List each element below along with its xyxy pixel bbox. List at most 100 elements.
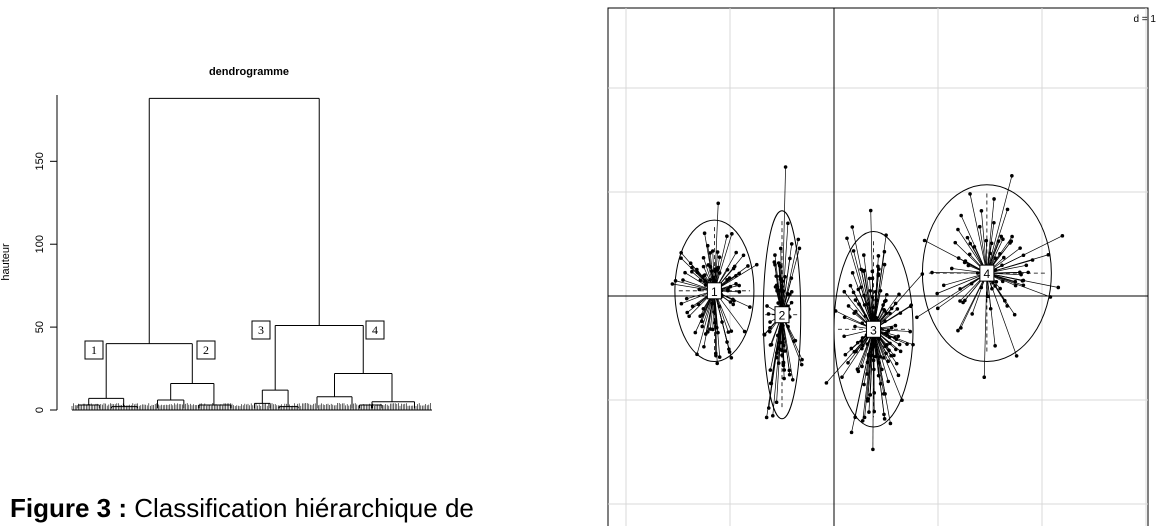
data-point [959, 326, 963, 330]
data-point [883, 319, 887, 323]
cluster-spoke [714, 290, 730, 350]
data-point [1046, 252, 1051, 257]
data-point [699, 319, 704, 324]
data-point [768, 368, 773, 372]
data-point [853, 309, 858, 314]
y-tick-label: 150 [34, 152, 46, 170]
data-point [788, 256, 792, 261]
data-point [778, 340, 783, 345]
data-point [730, 232, 734, 236]
data-point [714, 353, 718, 358]
data-point [715, 361, 720, 366]
data-point [967, 252, 972, 257]
data-point [762, 333, 767, 337]
y-tick-label: 100 [34, 235, 46, 253]
data-point [856, 369, 861, 374]
data-point [780, 353, 784, 357]
y-axis-label: hauteur [0, 243, 12, 281]
data-point [885, 343, 889, 347]
data-point [772, 260, 777, 264]
data-point [717, 304, 722, 309]
data-point [866, 302, 871, 306]
data-point [965, 235, 970, 240]
data-point [972, 244, 977, 249]
data-point [860, 336, 865, 340]
data-point [871, 358, 876, 363]
data-point [1030, 258, 1035, 262]
data-point [893, 323, 898, 328]
data-point [705, 243, 710, 248]
data-point [855, 340, 860, 345]
data-point [853, 324, 857, 329]
data-point [679, 256, 683, 260]
data-point [882, 249, 887, 254]
data-point [851, 249, 856, 253]
cluster-center-label: 4 [984, 267, 991, 281]
data-point [785, 291, 790, 296]
data-point [888, 421, 893, 426]
data-point [799, 362, 804, 367]
cluster-spoke [781, 223, 789, 315]
data-point [878, 354, 883, 359]
data-point [850, 271, 855, 275]
data-point [894, 347, 898, 352]
data-point [993, 256, 998, 260]
data-point [766, 312, 771, 316]
data-points [670, 165, 1065, 452]
data-point [734, 274, 738, 278]
data-point [871, 345, 875, 349]
data-point [715, 250, 720, 254]
data-point [977, 224, 982, 229]
data-point [872, 391, 877, 395]
data-point [768, 325, 772, 330]
data-point [892, 353, 896, 358]
data-point [789, 300, 794, 305]
data-point [905, 342, 909, 346]
data-point [876, 373, 881, 378]
cluster-center-box [979, 264, 995, 282]
cluster-spoke [696, 290, 715, 355]
data-point [860, 364, 864, 369]
data-point [877, 360, 881, 365]
data-point [842, 334, 846, 339]
data-point [737, 290, 742, 294]
data-point [970, 312, 974, 316]
data-point [774, 400, 779, 405]
data-point [700, 313, 705, 317]
cluster-label: 4 [372, 323, 378, 337]
data-point [1008, 241, 1012, 245]
cluster-spoke [703, 290, 715, 347]
data-point [693, 330, 698, 335]
cluster-spoke [781, 248, 800, 315]
data-point [1002, 298, 1007, 303]
data-point [862, 253, 866, 257]
data-point [848, 283, 853, 288]
cluster-spoke [960, 215, 988, 274]
data-point [984, 238, 989, 243]
data-point [715, 267, 720, 272]
data-point [717, 255, 722, 259]
data-point [982, 375, 987, 380]
data-point [781, 343, 786, 348]
data-point [1014, 354, 1019, 358]
cluster-spoke [986, 273, 1017, 357]
data-point [851, 290, 856, 295]
data-point [873, 354, 878, 359]
data-point [877, 267, 881, 271]
data-point [876, 273, 881, 278]
data-point [949, 266, 954, 271]
data-point [768, 320, 772, 324]
data-point [860, 343, 865, 348]
cluster-spoke [868, 329, 874, 413]
data-point [778, 274, 782, 279]
data-point [728, 300, 733, 304]
data-point [842, 315, 847, 320]
data-point [894, 361, 899, 366]
data-point [734, 282, 738, 286]
data-point [754, 262, 759, 267]
data-point [725, 277, 729, 282]
data-point [734, 250, 738, 255]
data-point [824, 381, 829, 385]
data-point [862, 293, 866, 298]
cluster-center-box [706, 282, 722, 300]
